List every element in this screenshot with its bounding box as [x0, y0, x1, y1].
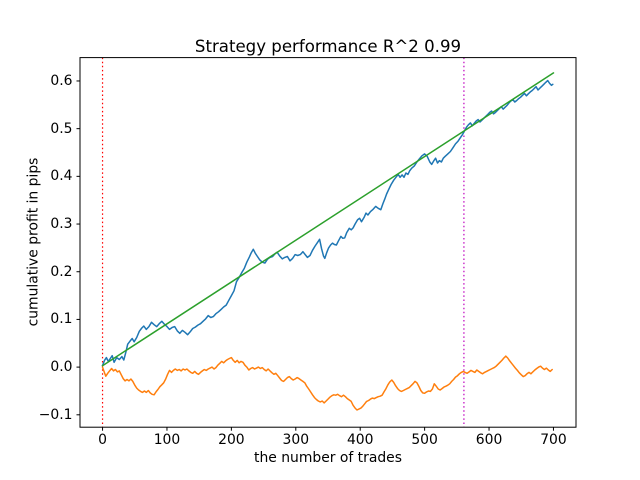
cumulative-profit-line — [101, 79, 554, 367]
x-axis-label: the number of trades — [254, 450, 402, 466]
x-tick-label: 300 — [282, 431, 310, 448]
y-tick-label: 0.6 — [50, 72, 73, 89]
y-tick-label: 0.1 — [50, 311, 73, 328]
chart-title: Strategy performance R^2 0.99 — [194, 37, 462, 56]
x-tick-label: 200 — [218, 431, 245, 448]
zero-mean-profit-line — [101, 355, 553, 411]
y-tick-label: −0.1 — [38, 406, 73, 423]
x-tick-label: 100 — [153, 431, 181, 448]
y-tick-label: 0.0 — [50, 359, 73, 376]
y-tick-label: 0.2 — [50, 263, 73, 280]
x-tick-label: 400 — [346, 431, 374, 448]
x-tick-label: 0 — [98, 431, 107, 448]
x-tick-label: 700 — [540, 431, 567, 448]
plot-frame — [79, 57, 577, 428]
y-tick-label: 0.3 — [50, 216, 73, 233]
y-tick-label: 0.4 — [50, 168, 73, 185]
x-tick-label: 600 — [475, 431, 503, 448]
linear-fit-line — [101, 72, 555, 367]
y-tick-label: 0.5 — [50, 120, 73, 137]
x-tick-label: 500 — [411, 431, 438, 448]
